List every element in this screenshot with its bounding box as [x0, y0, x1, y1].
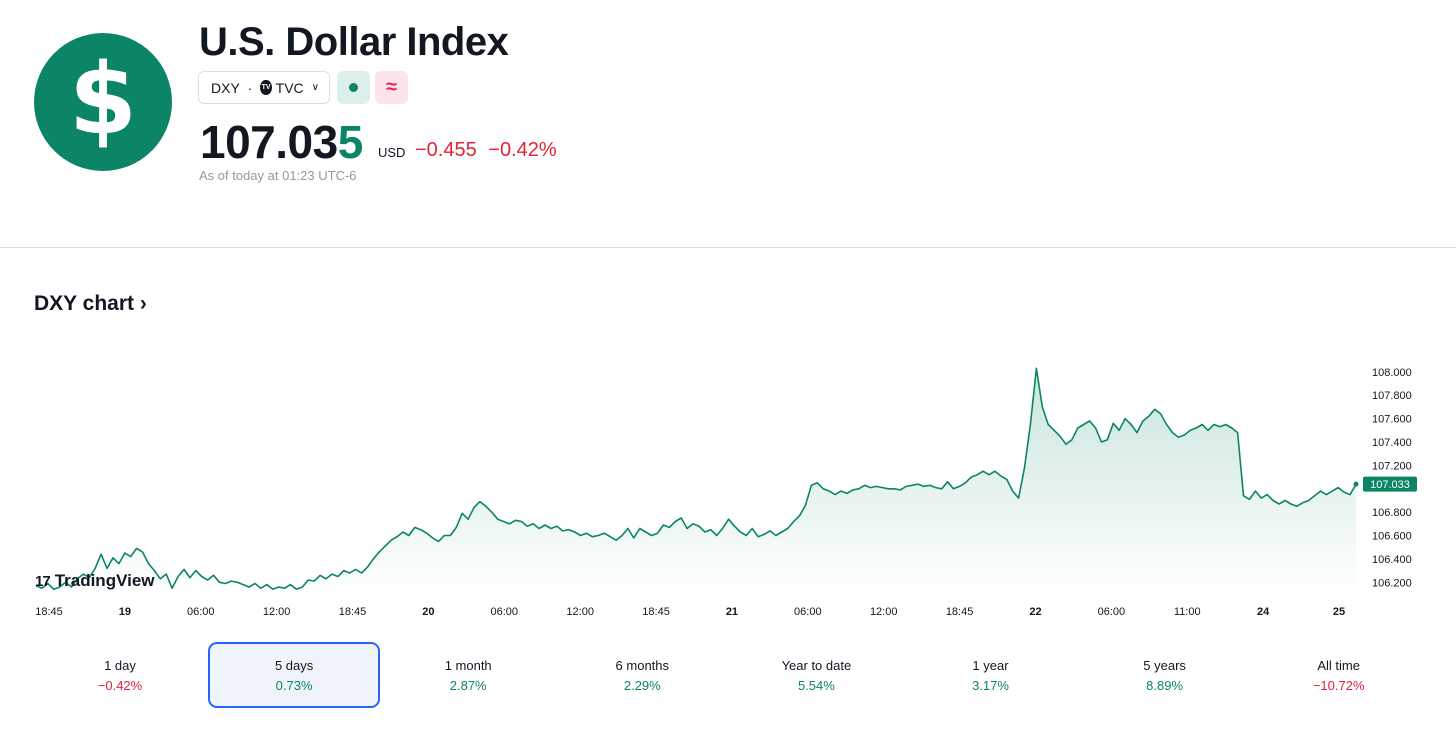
period-tab[interactable]: Year to date 5.54% — [730, 642, 902, 708]
dollar-logo-icon: $ — [34, 33, 172, 171]
y-tick-label: 106.200 — [1372, 577, 1412, 589]
period-selector: 1 day −0.42% 5 days 0.73% 1 month 2.87% 6 mont… — [34, 642, 1422, 708]
x-tick-label: 12:00 — [870, 606, 898, 618]
tradingview-mark-icon: 17 — [35, 572, 51, 590]
y-tick-label: 108.000 — [1372, 367, 1412, 379]
x-tick-label: 06:00 — [491, 606, 519, 618]
x-tick-label: 22 — [1029, 606, 1041, 618]
price-chart[interactable]: 108.000 107.800 107.600 107.400 107.200 106.8… — [0, 340, 1456, 630]
price-line — [35, 367, 1357, 591]
chart-heading-text: DXY chart — [34, 292, 134, 315]
period-tab[interactable]: 5 days 0.73% — [208, 642, 381, 708]
period-change: 0.73% — [275, 677, 313, 693]
x-tick-label: 18:45 — [339, 606, 367, 618]
period-tab[interactable]: 5 years 8.89% — [1079, 642, 1251, 708]
period-label: 1 year — [972, 657, 1009, 673]
x-tick-label: 18:45 — [35, 606, 63, 618]
period-change: −10.72% — [1312, 677, 1365, 693]
logo-symbol: $ — [68, 43, 138, 157]
tradingview-logo[interactable]: 17 TradingView — [35, 571, 155, 591]
chevron-down-icon: ∨ — [311, 82, 319, 93]
symbol-label: DXY — [211, 79, 240, 96]
period-change: 2.29% — [623, 677, 661, 693]
separator-dot: · — [247, 79, 253, 96]
period-tab[interactable]: 1 year 3.17% — [905, 642, 1077, 708]
current-price: 107.035 — [200, 116, 363, 168]
approx-icon: ≈ — [386, 76, 397, 98]
period-label: Year to date — [781, 657, 852, 673]
price-change: −0.455 −0.42% — [415, 139, 557, 162]
period-change: 8.89% — [1146, 677, 1184, 693]
x-tick-label: 21 — [726, 606, 738, 618]
period-tab[interactable]: All time −10.72% — [1253, 642, 1425, 708]
x-tick-label: 12:00 — [263, 606, 291, 618]
x-tick-label: 06:00 — [187, 606, 215, 618]
x-tick-label: 19 — [119, 606, 131, 618]
period-label: 1 month — [444, 657, 492, 673]
y-tick-label: 107.400 — [1372, 437, 1412, 449]
period-label: 1 day — [104, 657, 136, 673]
y-tick-label: 107.200 — [1372, 460, 1412, 472]
period-tab[interactable]: 6 months 2.29% — [556, 642, 728, 708]
x-tick-label: 18:45 — [642, 606, 670, 618]
exchange-label: TVC — [275, 79, 304, 96]
price-area-fill — [36, 368, 1356, 594]
last-value-badge: 107.033 — [1363, 476, 1417, 492]
last-point-marker — [1353, 481, 1359, 487]
last-value-badge-bg — [1363, 476, 1417, 492]
y-tick-label: 106.800 — [1372, 507, 1412, 519]
page-title: U.S. Dollar Index — [199, 20, 509, 64]
period-change: 2.87% — [449, 677, 487, 693]
y-tick-label: 107.800 — [1372, 390, 1412, 402]
currency-label: USD — [378, 145, 406, 160]
chevron-right-icon: › — [139, 292, 147, 315]
period-label: 5 years — [1143, 657, 1186, 673]
x-tick-label: 24 — [1257, 606, 1270, 618]
last-value-label: 107.033 — [1370, 479, 1410, 491]
x-tick-label: 18:45 — [946, 606, 974, 618]
y-tick-label: 106.600 — [1372, 531, 1412, 543]
section-divider — [0, 247, 1456, 248]
chart-heading-link[interactable]: DXY chart › — [34, 292, 147, 316]
x-tick-label: 11:00 — [1174, 606, 1201, 618]
period-change: 5.54% — [797, 677, 835, 693]
period-tab[interactable]: 1 day −0.42% — [34, 642, 206, 708]
y-tick-label: 107.600 — [1372, 414, 1412, 426]
x-tick-label: 06:00 — [794, 606, 822, 618]
x-tick-label: 20 — [422, 606, 434, 618]
period-change: −0.42% — [97, 677, 143, 693]
x-tick-label: 06:00 — [1098, 606, 1126, 618]
period-label: 5 days — [274, 657, 314, 673]
x-tick-label: 25 — [1333, 606, 1345, 618]
tradingview-badge-icon: TV — [260, 80, 272, 95]
period-label: 6 months — [615, 657, 670, 673]
period-tab[interactable]: 1 month 2.87% — [382, 642, 554, 708]
x-tick-label: 12:00 — [566, 606, 594, 618]
change-percent: −0.42% — [488, 139, 557, 161]
green-dot-icon — [349, 83, 358, 92]
as-of-timestamp: As of today at 01:23 UTC-6 — [199, 168, 357, 183]
delayed-data-button[interactable]: ≈ — [375, 71, 408, 104]
change-absolute: −0.455 — [415, 139, 477, 161]
y-tick-label: 106.400 — [1372, 554, 1412, 566]
price-main: 107.03 — [200, 116, 338, 168]
market-status-button[interactable] — [337, 71, 370, 104]
price-last-digit: 5 — [337, 116, 364, 168]
period-label: All time — [1317, 657, 1360, 673]
period-change: 3.17% — [972, 677, 1009, 693]
symbol-exchange-selector[interactable]: DXY · TV TVC ∨ — [198, 71, 330, 104]
tradingview-wordmark: TradingView — [54, 571, 155, 590]
